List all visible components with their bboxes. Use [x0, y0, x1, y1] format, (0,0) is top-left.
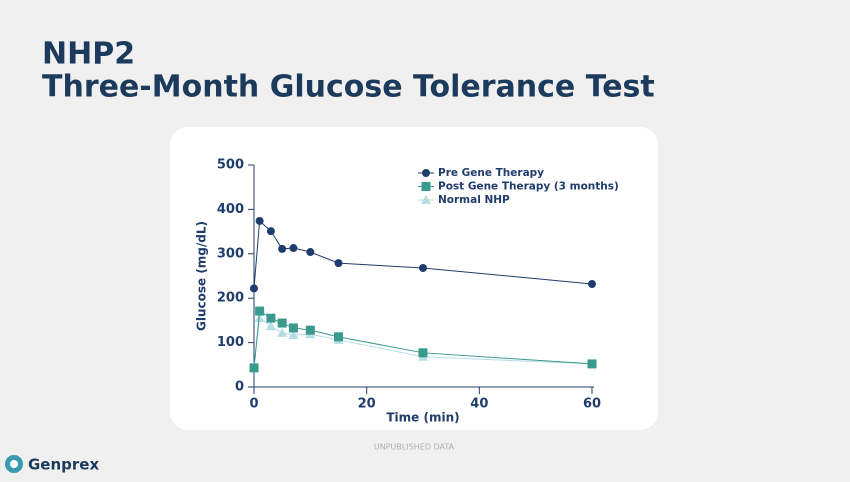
- card: [170, 127, 658, 430]
- legend-label: Post Gene Therapy (3 months): [438, 181, 619, 193]
- x-tick-label: 40: [470, 397, 488, 412]
- logo: Genprex: [5, 455, 99, 474]
- logo-text: Genprex: [28, 456, 99, 474]
- data-point: [254, 313, 265, 323]
- legend-label: Normal NHP: [438, 194, 510, 206]
- footnote: UNPUBLISHED DATA: [374, 443, 455, 452]
- data-point: [588, 279, 596, 288]
- data-point: [306, 248, 315, 257]
- data-point: [587, 359, 597, 369]
- data-point: [255, 306, 265, 316]
- data-point: [255, 216, 264, 225]
- y-tick-label: 200: [217, 291, 244, 306]
- y-tick-label: 100: [217, 335, 244, 350]
- data-point: [266, 227, 275, 236]
- data-point: [419, 264, 427, 273]
- y-tick-label: 400: [217, 202, 244, 217]
- y-tick-label: 300: [217, 246, 244, 261]
- chart: 0 100 200 300 400 500 0 20 40 60 Time (min) Glucose…: [195, 158, 619, 425]
- legend-label: Pre Gene Therapy: [438, 167, 544, 179]
- legend-marker: [422, 169, 430, 177]
- data-point: [305, 325, 315, 335]
- x-axis-label: Time (min): [386, 411, 459, 425]
- slide-title: NHP2: [42, 37, 135, 72]
- logo-icon-inner: [10, 460, 18, 468]
- data-point: [334, 259, 343, 268]
- y-tick-label: 0: [235, 380, 244, 395]
- data-point: [288, 323, 298, 333]
- x-tick-label: 60: [583, 397, 601, 412]
- y-tick-label: 500: [217, 158, 244, 173]
- data-point: [278, 244, 287, 253]
- data-point: [289, 244, 298, 253]
- data-point: [265, 321, 276, 331]
- x-tick-label: 0: [249, 397, 258, 412]
- data-point: [266, 313, 276, 323]
- data-point: [249, 363, 259, 373]
- slide-title: Three-Month Glucose Tolerance Test: [42, 70, 655, 105]
- legend-marker: [421, 182, 431, 191]
- data-point: [277, 318, 287, 328]
- data-point: [418, 348, 428, 358]
- y-axis-label: Glucose (mg/dL): [195, 221, 209, 331]
- data-point: [250, 284, 258, 293]
- x-tick-label: 20: [358, 397, 376, 412]
- legend-marker: [421, 195, 431, 204]
- data-point: [288, 330, 299, 340]
- data-point: [334, 332, 343, 342]
- data-point: [277, 327, 288, 337]
